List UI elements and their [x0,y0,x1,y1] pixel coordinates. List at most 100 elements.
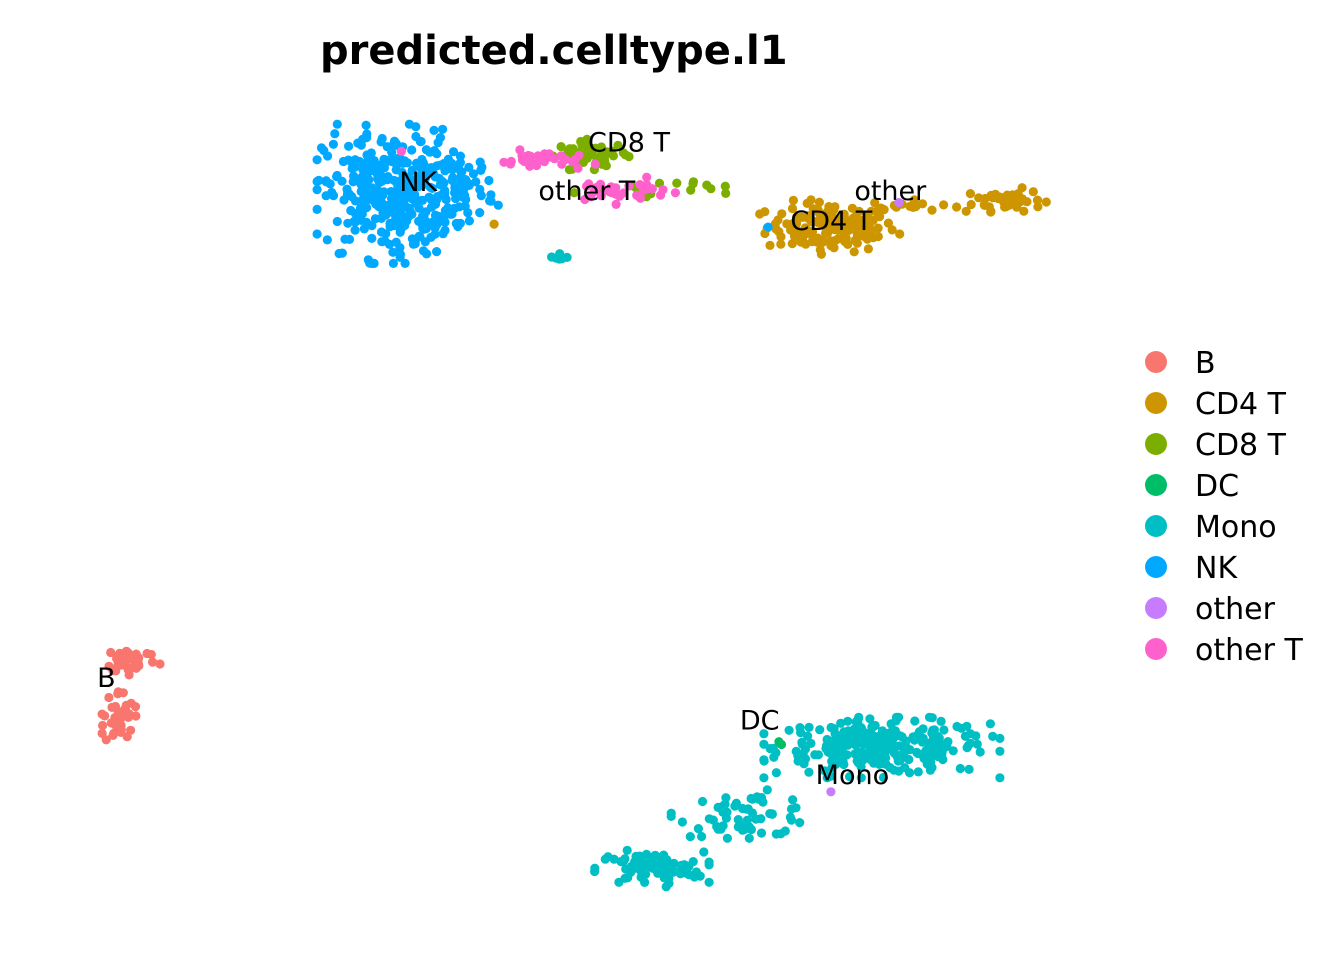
point-b [97,728,107,739]
point-b [132,660,143,670]
point-cd4-t [489,219,499,229]
point-mono [870,720,880,731]
point-cd4-t [755,209,765,219]
point-mono [843,716,853,726]
point-mono [926,757,936,767]
point-cd8-t [595,152,605,162]
point-nk [312,155,322,165]
point-mono [853,714,864,724]
point-nk [426,202,437,212]
cluster-label-other: other [854,176,927,207]
point-mono [804,722,814,733]
point-nk [367,221,377,231]
cluster-label-dc: DC [740,705,780,736]
point-nk [404,203,414,213]
point-nk [420,237,430,247]
point-nk [408,239,418,249]
point-nk [432,247,442,257]
point-cd4-t [787,203,798,214]
point-nk [763,222,773,232]
point-cd8-t [556,142,566,152]
point-mono [826,722,836,733]
point-other-t [647,184,658,194]
point-cd4-t [830,235,840,246]
point-other-t [573,163,583,173]
point-cd4-t [815,245,825,255]
point-mono [827,745,837,755]
point-mono [767,809,777,819]
point-mono [871,734,881,745]
point-b [114,725,124,735]
point-nk [340,234,350,244]
point-nk [475,208,485,218]
point-cd4-t [792,226,803,236]
point-mono [905,745,915,755]
point-nk [440,185,450,195]
point-mono [889,765,899,775]
point-mono [883,728,894,739]
point-nk [343,218,353,228]
chart-title: predicted.celltype.l1 [320,28,788,74]
point-mono [730,801,740,811]
point-mono [912,747,922,758]
point-nk [395,227,405,237]
point-nk [343,155,353,165]
point-nk [439,158,449,169]
point-cd4-t [788,195,799,205]
point-mono [771,768,782,778]
point-mono [699,847,709,857]
point-cd4-t [807,217,818,227]
point-mono [929,732,939,743]
point-nk [413,198,423,208]
point-b [121,647,131,657]
point-nk [348,177,358,187]
point-cd4-t [850,235,860,245]
point-mono [786,815,797,825]
point-mono [637,872,647,882]
point-cd8-t [597,159,607,169]
point-cd4-t [807,226,818,237]
point-cd4-t [777,209,787,219]
point-cd8-t [721,188,731,198]
point-mono [806,738,816,749]
point-cd4-t [927,205,937,215]
point-cd8-t [582,153,592,163]
legend-key-dc [1145,474,1167,496]
point-nk [377,203,387,213]
point-nk [421,145,431,155]
point-cd4-t [870,198,880,208]
point-nk [432,149,442,159]
point-mono [674,866,684,877]
legend-key-nk [1145,556,1167,578]
point-nk [416,136,426,147]
point-nk [347,191,357,202]
point-cd4-t [776,239,786,249]
point-mono [894,741,904,751]
point-mono [795,818,805,828]
point-cd4-t [847,223,857,233]
point-cd4-t [868,233,878,243]
point-b [97,709,107,719]
point-nk [411,122,421,132]
point-cd4-t [1032,195,1043,205]
point-cd4-t [863,244,874,254]
point-other-t [656,190,666,200]
point-mono [744,833,754,843]
point-mono [843,726,854,736]
point-b [123,654,133,665]
point-mono [713,802,723,813]
point-nk [475,184,485,195]
point-mono [590,866,600,877]
point-nk [391,165,401,175]
point-mono [901,736,911,746]
point-nk [371,185,381,195]
point-mono [853,758,864,768]
point-other-t [642,172,652,182]
point-cd4-t [907,201,917,211]
point-nk [390,187,400,197]
point-cd4-t [1019,206,1029,216]
point-other-t [604,185,614,195]
cluster-label-cd8-t: CD8 T [588,127,670,158]
point-mono [720,799,730,809]
point-nk [493,200,503,210]
